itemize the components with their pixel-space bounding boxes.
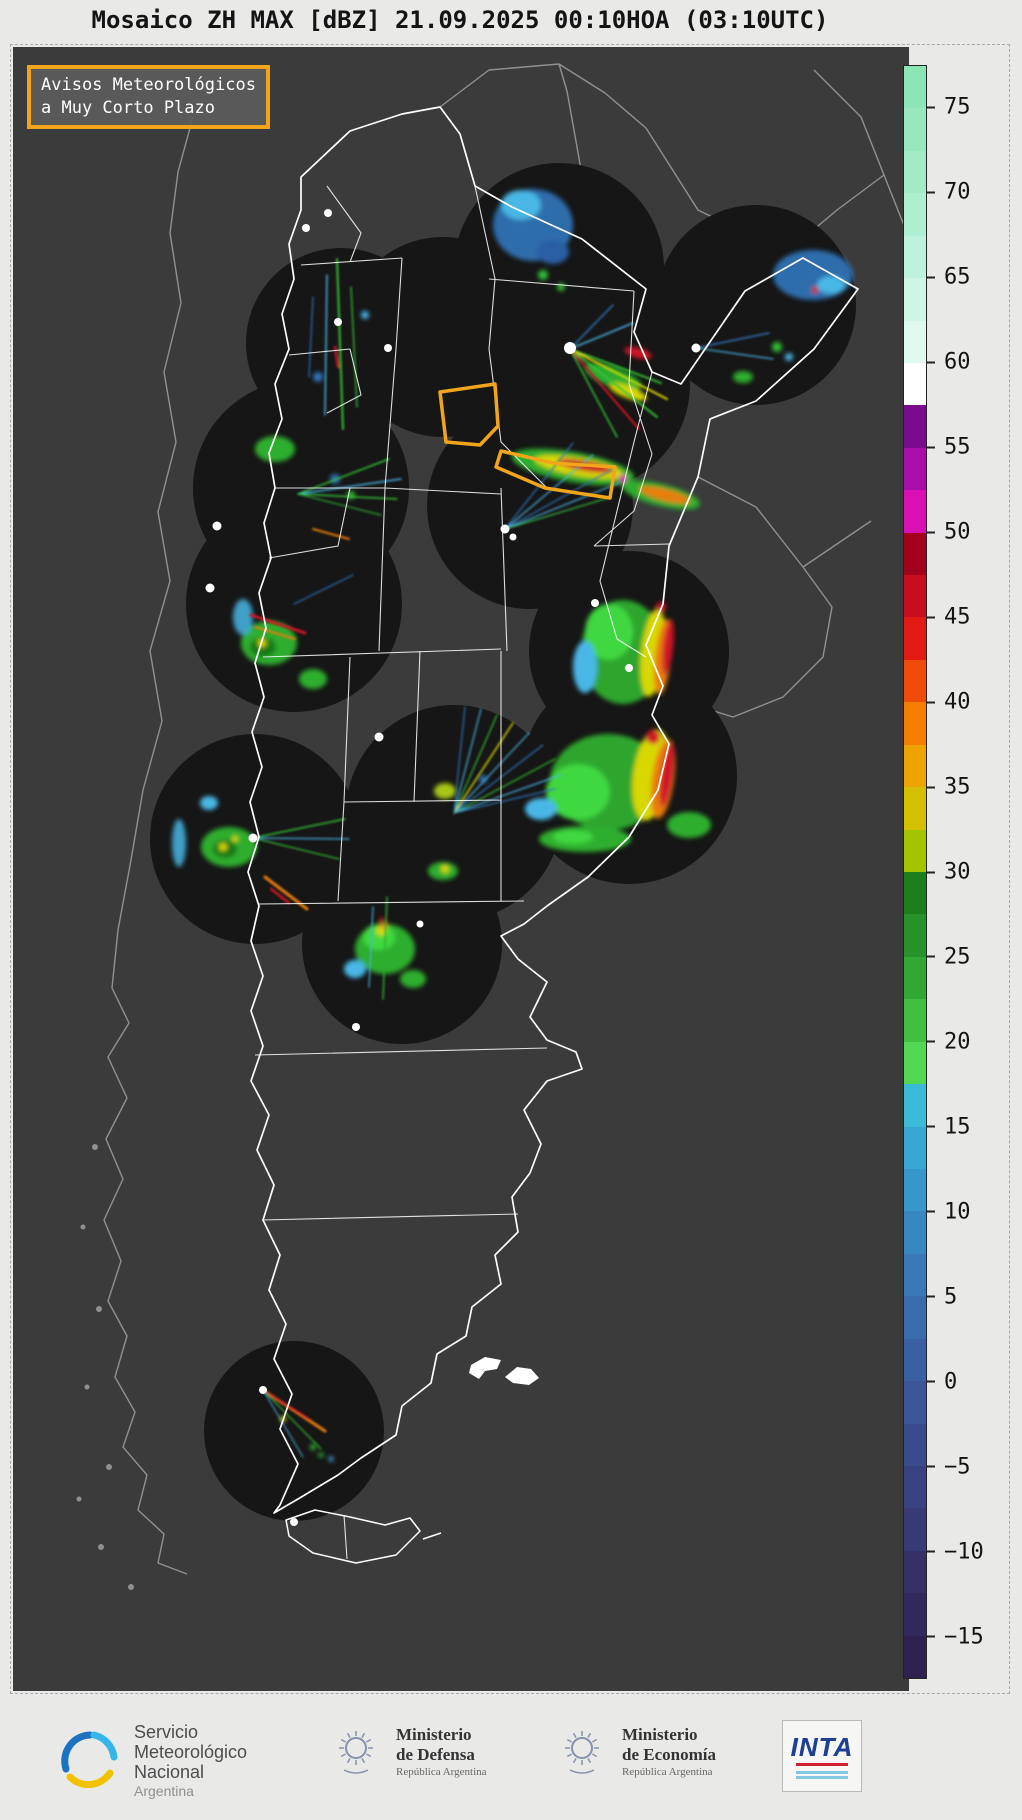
warning-polygons [438, 382, 617, 500]
economia-line1: Ministerio [622, 1725, 698, 1745]
colorbar-tick--15: −15 [927, 1624, 984, 1649]
colorbar-tick-60: 60 [927, 350, 971, 375]
malvinas-islands [469, 1357, 539, 1385]
colorbar-tick-15: 15 [927, 1114, 971, 1139]
colorbar-tick-50: 50 [927, 520, 971, 545]
footer-logos: Servicio Meteorológico Nacional Argentin… [0, 1700, 1022, 1820]
defensa-line2: de Defensa [396, 1744, 475, 1764]
warning-legend-line1: Avisos Meteorológicos [41, 75, 256, 95]
figure-frame: Avisos Meteorológicos a Muy Corto Plazo … [10, 44, 1010, 1694]
colorbar-tick-0: 0 [927, 1369, 957, 1394]
station-dots [205, 209, 701, 1526]
chile-islands [76, 1144, 134, 1590]
smn-line3: Nacional [134, 1762, 205, 1783]
argentina-outline [247, 106, 859, 1514]
defensa-sun-icon [339, 1731, 373, 1774]
colorbar: 75 70 65 60 55 50 45 40 35 30 25 20 15 10 5 0 −5 −10 −15 [903, 65, 1009, 1679]
inta-red-bar [796, 1762, 848, 1766]
inta-logo-box: INTA [782, 1720, 862, 1792]
economia-text: Ministerio de Economía República Argenti… [622, 1725, 716, 1779]
colorbar-tick-5: 5 [927, 1284, 957, 1309]
argentina-radar-map [76, 63, 908, 1590]
colorbar-tick-35: 35 [927, 775, 971, 800]
tierra-del-fuego-outline [285, 1509, 442, 1564]
defensa-sub: República Argentina [396, 1766, 487, 1779]
map-panel: Avisos Meteorológicos a Muy Corto Plazo [13, 47, 909, 1691]
colorbar-tick-20: 20 [927, 1029, 971, 1054]
colorbar-tick-70: 70 [927, 180, 971, 205]
warning-legend: Avisos Meteorológicos a Muy Corto Plazo [27, 65, 270, 129]
ministerio-economia-logo: Ministerio de Economía República Argenti… [554, 1724, 716, 1780]
ministerio-defensa-logo: Ministerio de Defensa República Argentin… [328, 1724, 487, 1780]
defensa-line1: Ministerio [396, 1725, 472, 1745]
colorbar-tick-75: 75 [927, 95, 971, 120]
province-borders [254, 185, 670, 1560]
colorbar-tick-65: 65 [927, 265, 971, 290]
economia-line2: de Economía [622, 1744, 716, 1764]
colorbar-tick--10: −10 [927, 1539, 984, 1564]
colorbar-tick--5: −5 [927, 1454, 971, 1479]
smn-country: Argentina [134, 1783, 194, 1800]
smn-emblem-icon [61, 1731, 118, 1789]
inta-wordmark: INTA [790, 1731, 854, 1762]
radar-echoes [172, 189, 853, 1462]
colorbar-tick-10: 10 [927, 1199, 971, 1224]
colorbar-tick-40: 40 [927, 690, 971, 715]
colorbar-ticks: 75 70 65 60 55 50 45 40 35 30 25 20 15 10 5 0 −5 −10 −15 [927, 65, 1009, 1679]
colorbar-gradient [903, 65, 927, 1679]
inta-logo: INTA [782, 1720, 862, 1792]
smn-line1: Servicio [134, 1722, 199, 1742]
product-title: Mosaico ZH MAX [dBZ] 21.09.2025 00:10HOA… [91, 6, 829, 34]
economia-sun-icon [565, 1731, 599, 1774]
colorbar-tick-55: 55 [927, 435, 971, 460]
defensa-text: Ministerio de Defensa República Argentin… [396, 1725, 487, 1779]
warning-legend-line2: a Muy Corto Plazo [41, 97, 215, 118]
inta-stripes [796, 1769, 848, 1779]
colorbar-tick-30: 30 [927, 860, 971, 885]
smn-logo: Servicio Meteorológico Nacional Argentin… [58, 1722, 247, 1800]
smn-line2: Meteorológico [134, 1742, 248, 1763]
smn-text: Servicio Meteorológico Nacional Argentin… [134, 1722, 247, 1800]
colorbar-tick-25: 25 [927, 944, 971, 969]
colorbar-tick-45: 45 [927, 605, 971, 630]
economia-sub: República Argentina [622, 1766, 713, 1779]
